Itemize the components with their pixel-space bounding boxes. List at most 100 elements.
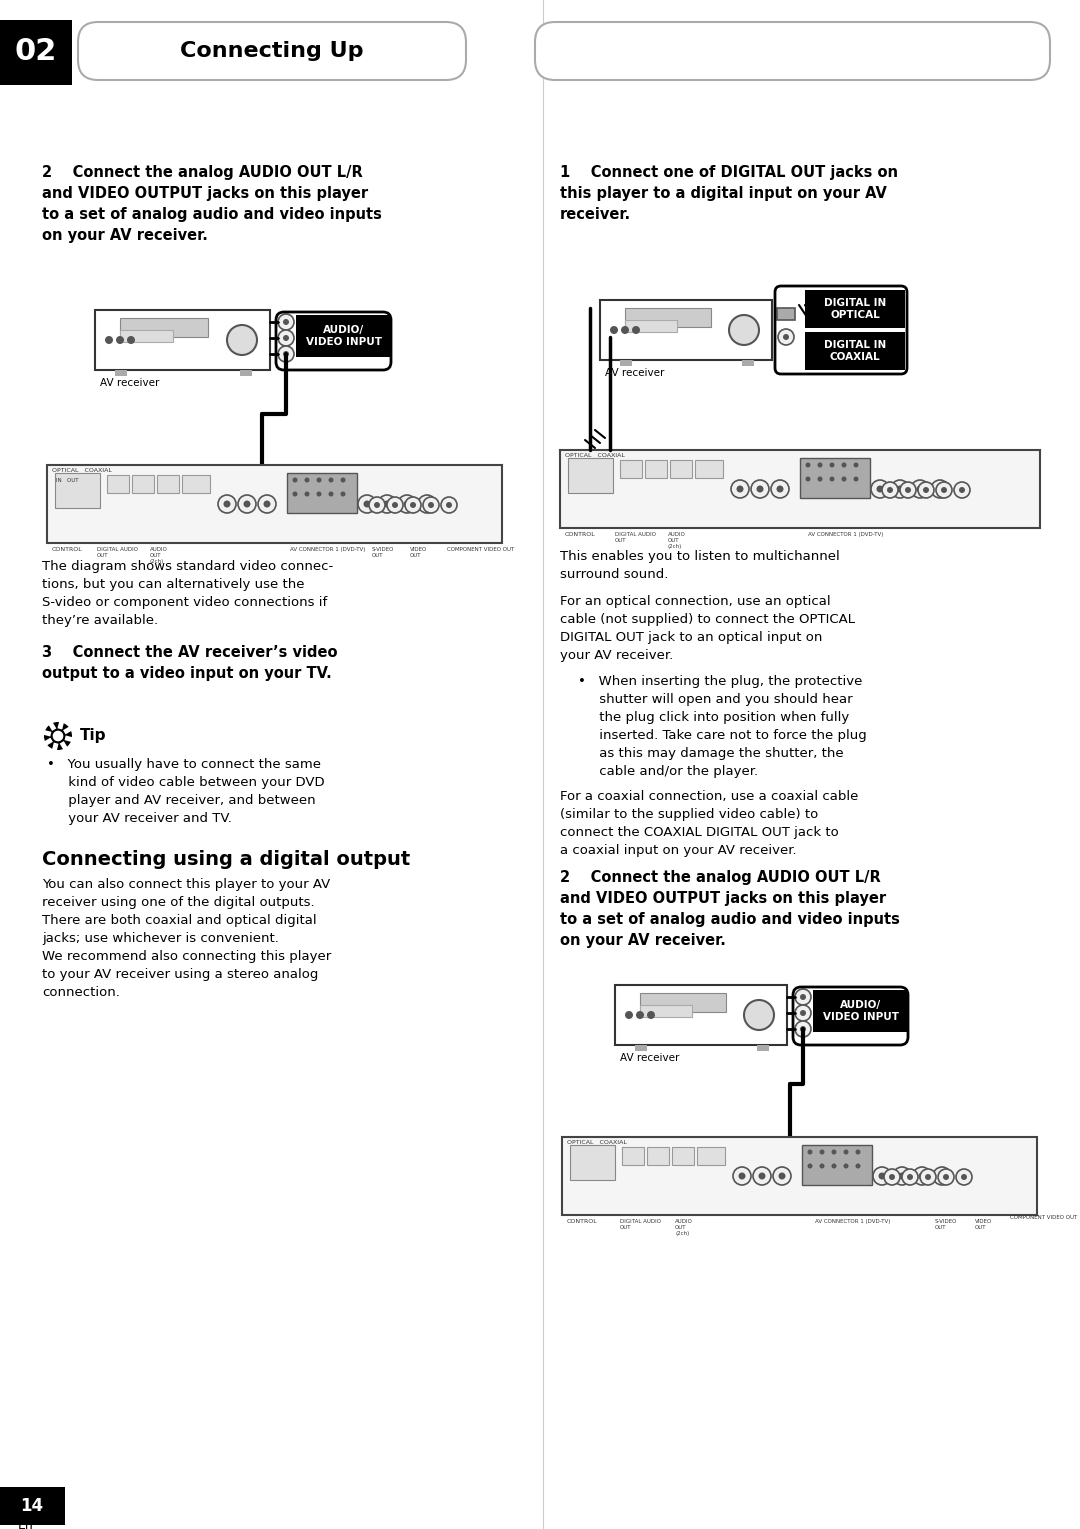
Circle shape: [920, 1170, 936, 1185]
Circle shape: [933, 1167, 951, 1185]
Text: OPTICAL   COAXIAL: OPTICAL COAXIAL: [52, 468, 112, 472]
Circle shape: [808, 1150, 812, 1154]
Circle shape: [841, 462, 847, 468]
Circle shape: [756, 486, 764, 492]
Circle shape: [905, 488, 912, 492]
Bar: [107, 476, 129, 492]
Bar: [800, 459, 870, 498]
Text: 02: 02: [15, 38, 57, 66]
Circle shape: [853, 462, 859, 468]
Text: The diagram shows standard video connec-
tions, but you can alternatively use th: The diagram shows standard video connec-…: [42, 560, 334, 627]
Text: S-VIDEO
OUT: S-VIDEO OUT: [372, 547, 394, 558]
Bar: [672, 1147, 694, 1165]
Circle shape: [877, 486, 883, 492]
Bar: [647, 1147, 669, 1165]
Circle shape: [936, 486, 944, 492]
Bar: [600, 300, 772, 359]
Circle shape: [733, 1167, 751, 1185]
FancyBboxPatch shape: [535, 21, 1050, 80]
Text: DIGITAL AUDIO
OUT: DIGITAL AUDIO OUT: [615, 532, 656, 543]
Text: CONTROL: CONTROL: [565, 532, 596, 537]
Circle shape: [731, 480, 750, 498]
Circle shape: [283, 335, 289, 341]
Circle shape: [610, 326, 618, 333]
Text: AV receiver: AV receiver: [100, 378, 160, 388]
Bar: [183, 476, 210, 492]
Text: AUDIO
OUT
(2ch): AUDIO OUT (2ch): [150, 547, 167, 564]
Bar: [240, 370, 252, 376]
Circle shape: [387, 497, 403, 514]
Text: 1    Connect one of DIGITAL OUT jacks on
this player to a digital input on your : 1 Connect one of DIGITAL OUT jacks on th…: [561, 165, 897, 222]
Text: DIGITAL IN
COAXIAL: DIGITAL IN COAXIAL: [824, 339, 886, 362]
Circle shape: [832, 1150, 837, 1154]
Bar: [670, 460, 692, 479]
Text: En: En: [18, 1518, 33, 1529]
Text: VIDEO
OUT: VIDEO OUT: [410, 547, 428, 558]
Text: 14: 14: [21, 1497, 43, 1515]
Bar: [570, 1145, 615, 1180]
Circle shape: [283, 320, 289, 326]
Circle shape: [621, 326, 629, 333]
Circle shape: [795, 1005, 811, 1021]
Bar: [620, 460, 642, 479]
Circle shape: [739, 1173, 745, 1179]
Circle shape: [843, 1164, 849, 1168]
Circle shape: [893, 1167, 912, 1185]
Text: •   When inserting the plug, the protective
     shutter will open and you shoul: • When inserting the plug, the protectiv…: [578, 674, 867, 778]
Circle shape: [278, 330, 294, 346]
FancyBboxPatch shape: [78, 21, 465, 80]
Circle shape: [820, 1150, 824, 1154]
Circle shape: [924, 1174, 931, 1180]
Bar: [561, 450, 1040, 528]
Circle shape: [779, 1173, 785, 1179]
Bar: [562, 1138, 1037, 1216]
Bar: [120, 318, 207, 338]
Circle shape: [751, 480, 769, 498]
Circle shape: [873, 1167, 891, 1185]
Circle shape: [625, 1011, 633, 1018]
Circle shape: [878, 1173, 886, 1179]
Circle shape: [939, 1170, 954, 1185]
Bar: [757, 1044, 769, 1050]
Circle shape: [227, 326, 257, 355]
Circle shape: [374, 502, 380, 508]
Bar: [697, 1147, 725, 1165]
Text: AUDIO
OUT
(2ch): AUDIO OUT (2ch): [669, 532, 686, 549]
Circle shape: [224, 500, 230, 508]
Circle shape: [243, 500, 251, 508]
Bar: [777, 307, 795, 320]
Text: VIDEO
OUT: VIDEO OUT: [975, 1219, 993, 1229]
Circle shape: [923, 488, 929, 492]
Text: OPTICAL   COAXIAL: OPTICAL COAXIAL: [567, 1141, 626, 1145]
Text: We recommend also connecting this player
to your AV receiver using a stereo anal: We recommend also connecting this player…: [42, 950, 332, 998]
Circle shape: [116, 336, 124, 344]
Circle shape: [843, 1150, 849, 1154]
Bar: [132, 476, 154, 492]
Circle shape: [891, 480, 909, 498]
Text: COMPONENT VIDEO OUT: COMPONENT VIDEO OUT: [447, 547, 514, 552]
Text: AUDIO
OUT
(2ch): AUDIO OUT (2ch): [675, 1219, 693, 1235]
Circle shape: [783, 333, 789, 339]
Circle shape: [800, 994, 806, 1000]
Circle shape: [737, 486, 743, 492]
Circle shape: [378, 495, 396, 514]
Circle shape: [293, 477, 297, 483]
Bar: [625, 307, 711, 327]
Circle shape: [896, 486, 904, 492]
Bar: [615, 985, 787, 1044]
Circle shape: [818, 477, 823, 482]
Circle shape: [392, 502, 399, 508]
Circle shape: [410, 502, 416, 508]
Bar: [802, 1145, 872, 1185]
Circle shape: [907, 1174, 913, 1180]
Circle shape: [882, 482, 897, 498]
Text: OPTICAL   COAXIAL: OPTICAL COAXIAL: [565, 453, 625, 459]
Text: S-VIDEO
OUT: S-VIDEO OUT: [935, 1219, 957, 1229]
Circle shape: [900, 482, 916, 498]
Circle shape: [795, 1021, 811, 1037]
Text: Connecting using a digital output: Connecting using a digital output: [42, 850, 410, 868]
Circle shape: [238, 495, 256, 514]
Text: AV CONNECTOR 1 (DVD-TV): AV CONNECTOR 1 (DVD-TV): [808, 532, 883, 537]
Bar: [696, 460, 723, 479]
Text: You can also connect this player to your AV
receiver using one of the digital ou: You can also connect this player to your…: [42, 878, 330, 945]
